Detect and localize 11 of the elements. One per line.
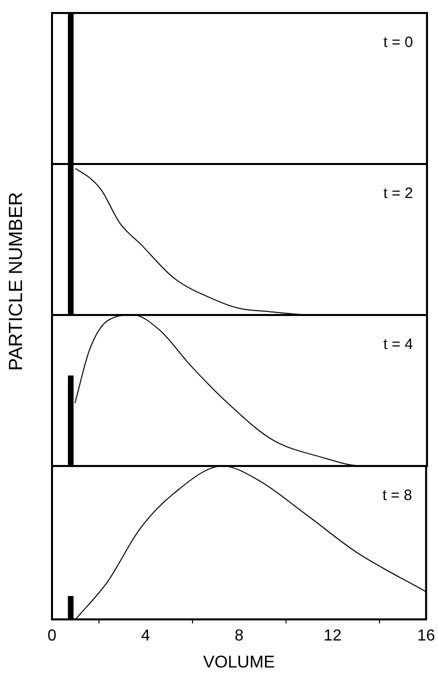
x-tick-label: 16 — [417, 627, 436, 644]
text: t = 0 — [383, 34, 413, 52]
x-tick-label: 4 — [141, 627, 150, 644]
y-axis-title: PARTICLE NUMBER — [6, 192, 27, 371]
text: t = 2 — [383, 185, 413, 202]
x-axis-title: VOLUME — [203, 652, 275, 672]
text: t = 4 — [383, 336, 413, 354]
x-tick-label: 0 — [48, 627, 57, 644]
text: t = 8 — [382, 487, 412, 504]
x-tick-label: 12 — [324, 627, 342, 644]
x-tick-label: 8 — [234, 627, 244, 644]
